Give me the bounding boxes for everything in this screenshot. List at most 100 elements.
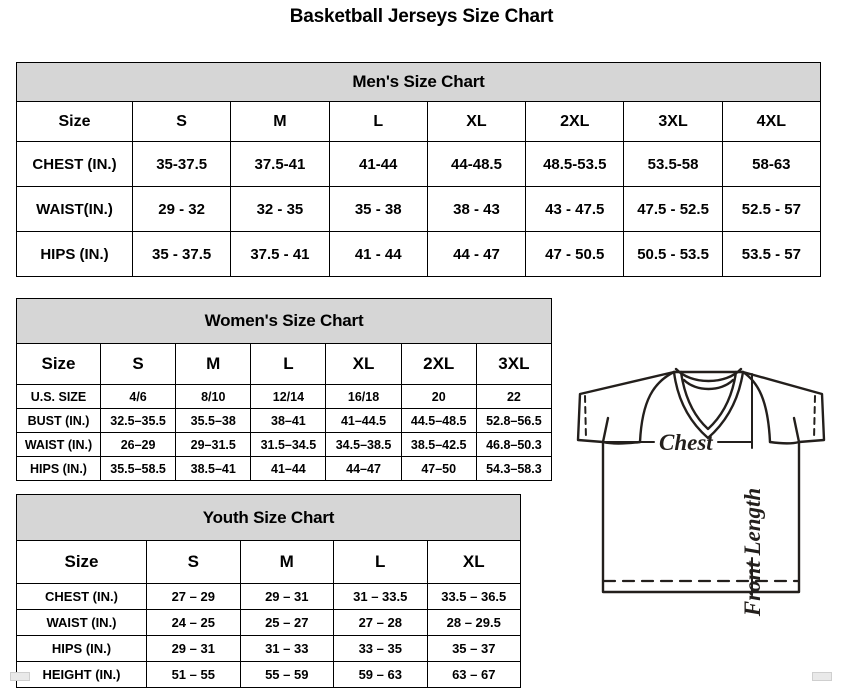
mens-row-label-chest: CHEST (IN.) [16, 141, 133, 187]
right-sleeve-outline [741, 370, 826, 444]
womens-us-size-xl: 16/18 [325, 384, 402, 409]
left-sleeve-hem-dash [584, 395, 587, 440]
table-row: BUST (IN.) 32.5–35.5 35.5–38 38–41 41–44… [16, 408, 553, 433]
womens-row-label-us-size: U.S. SIZE [16, 384, 101, 409]
right-armhole [741, 370, 772, 444]
youth-height-s: 51 – 55 [146, 661, 241, 688]
youth-height-m: 55 – 59 [239, 661, 334, 688]
womens-col-header-m: M [175, 343, 252, 385]
mens-row-label-waist: WAIST(IN.) [16, 186, 133, 232]
table-row: CHEST (IN.) 35-37.5 37.5-41 41-44 44-48.… [16, 141, 822, 187]
youth-chart-caption: Youth Size Chart [16, 494, 521, 541]
womens-us-size-2xl: 20 [400, 384, 477, 409]
mens-col-header-l: L [328, 101, 428, 142]
mens-waist-m: 32 - 35 [230, 186, 330, 232]
womens-waist-s: 26–29 [99, 432, 177, 457]
womens-hips-s: 35.5–58.5 [99, 456, 177, 481]
mens-col-header-m: M [230, 101, 330, 142]
body-outline [601, 440, 801, 594]
table-row: WAIST (IN.) 24 – 25 25 – 27 27 – 28 28 –… [16, 609, 521, 636]
mens-caption-row: Men's Size Chart [16, 62, 821, 102]
youth-hips-xl: 35 – 37 [426, 635, 521, 662]
womens-waist-m: 29–31.5 [175, 432, 252, 457]
mens-waist-3xl: 47.5 - 52.5 [623, 186, 723, 232]
womens-waist-2xl: 38.5–42.5 [400, 432, 477, 457]
womens-bust-3xl: 52.8–56.5 [475, 408, 553, 433]
youth-row-label-chest: CHEST (IN.) [16, 583, 147, 610]
mens-hips-2xl: 47 - 50.5 [525, 231, 625, 277]
mens-waist-s: 29 - 32 [131, 186, 232, 232]
right-sleeve-hem-dash [813, 395, 816, 440]
youth-chest-xl: 33.5 – 36.5 [426, 583, 521, 610]
neckline-outer [672, 370, 745, 440]
chest-measurement-label: Chest [659, 430, 713, 455]
womens-size-chart-table: Women's Size Chart Size S M L XL 2XL 3XL… [16, 298, 553, 481]
table-row: U.S. SIZE 4/6 8/10 12/14 16/18 20 22 [16, 384, 553, 409]
table-row: HIPS (IN.) 35.5–58.5 38.5–41 41–44 44–47… [16, 456, 553, 481]
page-title: Basketball Jerseys Size Chart [289, 6, 554, 27]
youth-chest-l: 31 – 33.5 [333, 583, 428, 610]
mens-col-header-4xl: 4XL [721, 101, 822, 142]
womens-bust-xl: 41–44.5 [325, 408, 402, 433]
right-underarm [768, 440, 801, 445]
womens-col-header-l: L [250, 343, 327, 385]
womens-bust-s: 32.5–35.5 [99, 408, 177, 433]
womens-us-size-3xl: 22 [475, 384, 553, 409]
mens-chest-s: 35-37.5 [131, 141, 232, 187]
mens-size-chart-table: Men's Size Chart Size S M L XL 2XL 3XL 4… [16, 62, 822, 277]
mens-hips-s: 35 - 37.5 [131, 231, 232, 277]
womens-col-header-3xl: 3XL [475, 343, 553, 385]
youth-col-header-m: M [239, 540, 334, 584]
mens-chest-xl: 44-48.5 [426, 141, 527, 187]
womens-row-label-waist: WAIST (IN.) [16, 432, 101, 457]
mens-col-header-3xl: 3XL [623, 101, 723, 142]
womens-us-size-s: 4/6 [99, 384, 177, 409]
womens-header-row: Size S M L XL 2XL 3XL [16, 343, 553, 385]
left-armhole [638, 370, 676, 444]
youth-chest-s: 27 – 29 [146, 583, 241, 610]
jersey-measurement-diagram: Chest Front Length [556, 352, 843, 652]
front-length-measurement-label: Front Length [740, 488, 765, 617]
collar-arc-outer [674, 367, 743, 383]
womens-us-size-m: 8/10 [175, 384, 252, 409]
mens-header-row: Size S M L XL 2XL 3XL 4XL [16, 101, 822, 142]
table-row: WAIST(IN.) 29 - 32 32 - 35 35 - 38 38 - … [16, 186, 822, 232]
collar-arc-inner [682, 378, 735, 391]
youth-col-header-size: Size [16, 540, 147, 584]
womens-waist-3xl: 46.8–50.3 [475, 432, 553, 457]
mens-chest-4xl: 58-63 [721, 141, 822, 187]
mens-hips-l: 41 - 44 [328, 231, 428, 277]
womens-col-header-s: S [99, 343, 177, 385]
youth-height-l: 59 – 63 [333, 661, 428, 688]
womens-col-header-xl: XL [325, 343, 402, 385]
womens-hips-xl: 44–47 [325, 456, 402, 481]
mens-col-header-s: S [131, 101, 232, 142]
womens-caption-row: Women's Size Chart [16, 298, 552, 344]
mens-chest-m: 37.5-41 [230, 141, 330, 187]
womens-hips-2xl: 47–50 [400, 456, 477, 481]
womens-col-header-size: Size [16, 343, 101, 385]
youth-hips-s: 29 – 31 [146, 635, 241, 662]
youth-hips-l: 33 – 35 [333, 635, 428, 662]
youth-waist-xl: 28 – 29.5 [426, 609, 521, 636]
womens-bust-l: 38–41 [250, 408, 327, 433]
table-row: HIPS (IN.) 29 – 31 31 – 33 33 – 35 35 – … [16, 635, 521, 662]
womens-bust-m: 35.5–38 [175, 408, 252, 433]
youth-waist-l: 27 – 28 [333, 609, 428, 636]
mens-col-header-xl: XL [426, 101, 527, 142]
womens-row-label-bust: BUST (IN.) [16, 408, 101, 433]
youth-chest-m: 29 – 31 [239, 583, 334, 610]
womens-col-header-2xl: 2XL [400, 343, 477, 385]
womens-hips-m: 38.5–41 [175, 456, 252, 481]
mens-col-header-size: Size [16, 101, 133, 142]
womens-row-label-hips: HIPS (IN.) [16, 456, 101, 481]
womens-chart-caption: Women's Size Chart [16, 298, 552, 344]
mens-hips-4xl: 53.5 - 57 [721, 231, 822, 277]
youth-header-row: Size S M L XL [16, 540, 521, 584]
youth-col-header-xl: XL [426, 540, 521, 584]
mens-row-label-hips: HIPS (IN.) [16, 231, 133, 277]
table-row: HIPS (IN.) 35 - 37.5 37.5 - 41 41 - 44 4… [16, 231, 822, 277]
mens-chest-2xl: 48.5-53.5 [525, 141, 625, 187]
womens-waist-l: 31.5–34.5 [250, 432, 327, 457]
youth-waist-s: 24 – 25 [146, 609, 241, 636]
